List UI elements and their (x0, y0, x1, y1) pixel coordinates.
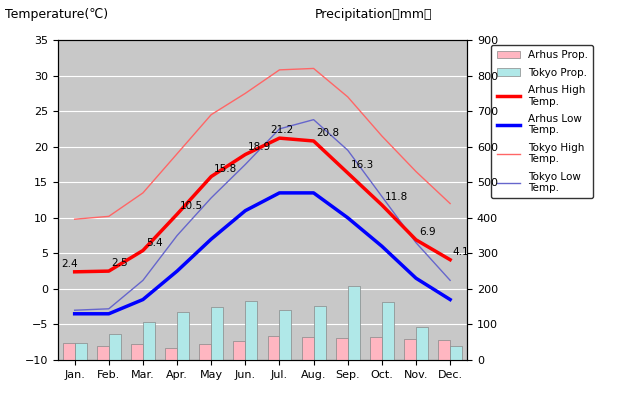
Bar (301, 336, 314, 360)
Text: 15.8: 15.8 (214, 164, 237, 174)
Bar (211, 307, 223, 360)
Bar (280, 310, 291, 360)
Bar (438, 340, 450, 360)
Text: 2.4: 2.4 (61, 259, 77, 269)
Bar (370, 336, 382, 360)
Bar (404, 339, 416, 360)
Bar (75, 343, 86, 360)
Text: 6.9: 6.9 (419, 227, 435, 237)
Text: 20.8: 20.8 (316, 128, 339, 138)
Bar (268, 336, 280, 360)
Text: 21.2: 21.2 (271, 125, 294, 135)
Bar (314, 306, 326, 360)
Bar (382, 302, 394, 360)
Bar (97, 346, 109, 360)
Bar (245, 301, 257, 360)
Text: Precipitation（mm）: Precipitation（mm） (314, 8, 432, 20)
Text: 16.3: 16.3 (351, 160, 374, 170)
Bar (336, 338, 348, 360)
Bar (199, 344, 211, 360)
Text: 18.9: 18.9 (248, 142, 271, 152)
Bar (234, 341, 245, 360)
Bar (450, 346, 462, 360)
Text: Temperature(℃): Temperature(℃) (5, 8, 108, 20)
Bar (165, 348, 177, 360)
Text: 2.5: 2.5 (111, 258, 128, 268)
Text: 10.5: 10.5 (180, 202, 203, 212)
Bar (109, 334, 121, 360)
Legend: Arhus Prop., Tokyo Prop., Arhus High
Temp., Arhus Low
Temp., Tokyo High
Temp., T: Arhus Prop., Tokyo Prop., Arhus High Tem… (492, 45, 593, 198)
Bar (348, 286, 360, 360)
Text: 11.8: 11.8 (385, 192, 408, 202)
Bar (131, 344, 143, 360)
Bar (143, 322, 155, 360)
Bar (416, 327, 428, 360)
Bar (63, 342, 75, 360)
Text: 4.1: 4.1 (453, 247, 470, 257)
Bar (177, 312, 189, 360)
Text: 5.4: 5.4 (146, 238, 163, 248)
